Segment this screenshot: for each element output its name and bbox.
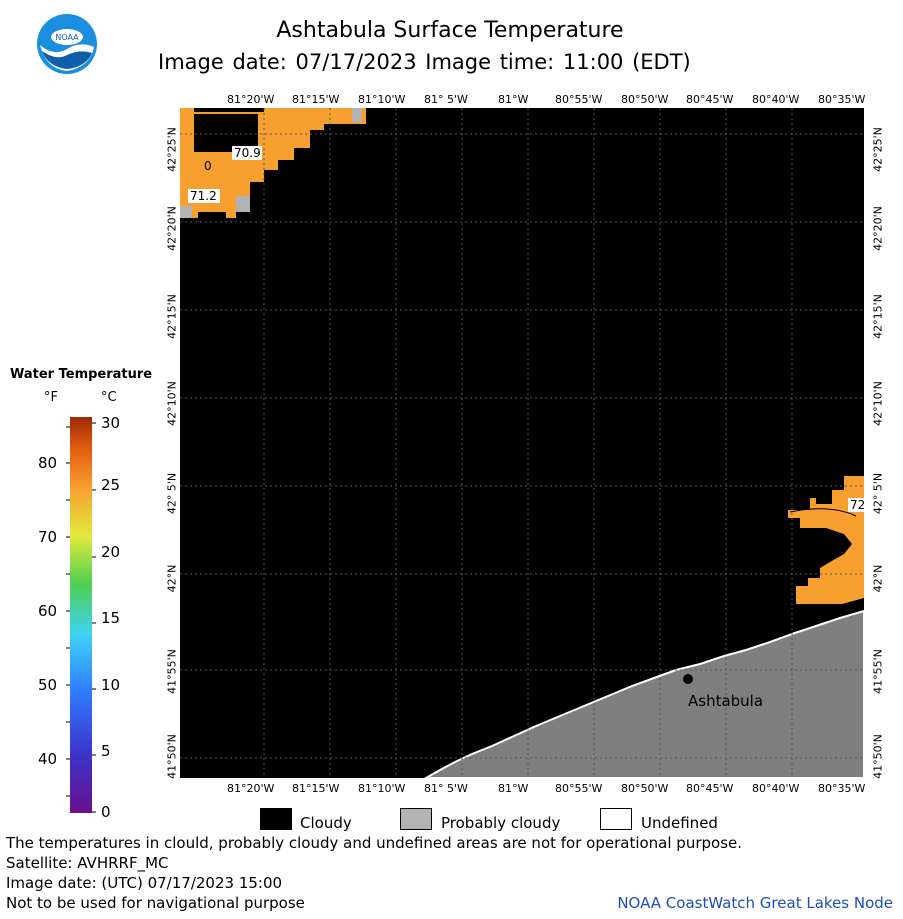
disclaimer-note: The temperatures in clould, probably clo… <box>6 834 743 852</box>
city-marker <box>683 674 693 684</box>
lon-label-bottom: 81° 5'W <box>424 782 468 795</box>
lat-label-right: 41°50'N <box>871 734 885 779</box>
lat-label-left: 42°N <box>165 564 179 593</box>
probably-cloudy-cell <box>236 196 250 212</box>
lat-label-right: 42°10'N <box>871 381 885 426</box>
colorbar-f-tick: 50 <box>38 676 58 694</box>
lat-label-left: 42°20'N <box>165 206 179 251</box>
lat-label-left: 42°25'N <box>165 127 179 172</box>
lat-label-left: 41°55'N <box>165 649 179 694</box>
lon-label-top: 81° 5'W <box>424 93 468 106</box>
satellite-map: 70.9 70.9 71.2 72 0 Ashtab <box>180 108 865 779</box>
lon-label-bottom: 80°50'W <box>621 782 669 795</box>
probably-cloudy-cell <box>180 206 192 218</box>
temp-contour <box>789 508 857 517</box>
navigation-warning: Not to be used for navigational purpose <box>6 894 305 912</box>
legend-swatch-probably-cloudy <box>400 808 432 830</box>
credit-link[interactable]: NOAA CoastWatch Great Lakes Node <box>617 894 893 912</box>
cloud-gap <box>194 114 258 152</box>
lon-label-top: 80°50'W <box>621 93 669 106</box>
lat-label-right: 42°20'N <box>871 206 885 251</box>
lon-label-bottom: 81°W <box>498 782 529 795</box>
lon-label-top: 80°40'W <box>752 93 800 106</box>
lon-label-bottom: 81°10'W <box>358 782 406 795</box>
lat-label-left: 41°50'N <box>165 734 179 779</box>
colorbar-gradient <box>70 417 92 813</box>
page-title: Ashtabula Surface Temperature <box>276 18 624 43</box>
logo-text: NOAA <box>55 33 79 42</box>
colorbar-c-tick: 30 <box>101 414 121 432</box>
lat-label-left: 42°10'N <box>165 381 179 426</box>
colorbar-c-tick: 15 <box>101 609 121 627</box>
lon-label-top: 80°35'W <box>818 93 866 106</box>
satellite-info: Satellite: AVHRRF_MC <box>6 854 169 872</box>
colorbar-f-tick: 70 <box>38 528 58 546</box>
temperature-label: 0 <box>204 159 212 173</box>
colorbar-unit-c: °C <box>101 390 117 405</box>
colorbar-f-tick: 60 <box>38 602 58 620</box>
lat-label-right: 42° 5'N <box>871 472 885 515</box>
lat-label-right: 42°25'N <box>871 127 885 172</box>
legend-label-cloudy: Cloudy <box>300 814 352 832</box>
legend-swatch-cloudy <box>260 808 292 830</box>
colorbar-unit-f: °F <box>44 390 58 405</box>
temperature-label: 70.9 <box>234 146 261 160</box>
lon-label-top: 81°10'W <box>358 93 406 106</box>
lon-label-bottom: 81°20'W <box>227 782 275 795</box>
lat-label-left: 42°15'N <box>165 294 179 339</box>
colorbar-c-tick: 20 <box>101 543 121 561</box>
graticule <box>180 108 864 778</box>
lon-label-top: 80°45'W <box>686 93 734 106</box>
water-temp-patch-east <box>788 476 864 604</box>
lon-label-bottom: 80°45'W <box>686 782 734 795</box>
legend-label-probably-cloudy: Probably cloudy <box>441 814 561 832</box>
noaa-logo: NOAA <box>36 13 98 75</box>
lon-label-bottom: 80°55'W <box>555 782 603 795</box>
lat-label-right: 42°15'N <box>871 294 885 339</box>
lat-label-right: 41°55'N <box>871 649 885 694</box>
utc-date: Image date: (UTC) 07/17/2023 15:00 <box>6 874 283 892</box>
lat-label-left: 42° 5'N <box>165 472 179 515</box>
colorbar-c-tick: 25 <box>101 476 121 494</box>
lon-label-bottom: 80°40'W <box>752 782 800 795</box>
lon-label-top: 81°20'W <box>227 93 275 106</box>
lon-label-top: 81°W <box>498 93 529 106</box>
place-label-ashtabula: Ashtabula <box>688 692 763 710</box>
lon-label-bottom: 81°15'W <box>292 782 340 795</box>
probably-cloudy-cell <box>352 108 362 122</box>
lat-label-right: 42°N <box>871 564 885 593</box>
colorbar-f-tick: 40 <box>38 750 58 768</box>
colorbar-c-tick: 5 <box>101 742 111 760</box>
image-date-time: Image date: 07/17/2023 Image time: 11:00… <box>158 50 691 74</box>
temperature-label: 71.2 <box>190 189 217 203</box>
colorbar-f-tick: 80 <box>38 454 58 472</box>
colorbar-c-tick: 10 <box>101 676 121 694</box>
legend-label-undefined: Undefined <box>641 814 718 832</box>
lon-label-top: 81°15'W <box>292 93 340 106</box>
temperature-label: 72 <box>850 498 864 512</box>
colorbar-ticks <box>66 422 96 813</box>
colorbar-title: Water Temperature <box>10 367 153 382</box>
lon-label-bottom: 80°35'W <box>818 782 866 795</box>
ohio-shoreline-land <box>422 609 865 779</box>
colorbar-c-tick: 0 <box>101 803 111 821</box>
lon-label-top: 80°55'W <box>555 93 603 106</box>
legend-swatch-undefined <box>600 808 632 830</box>
